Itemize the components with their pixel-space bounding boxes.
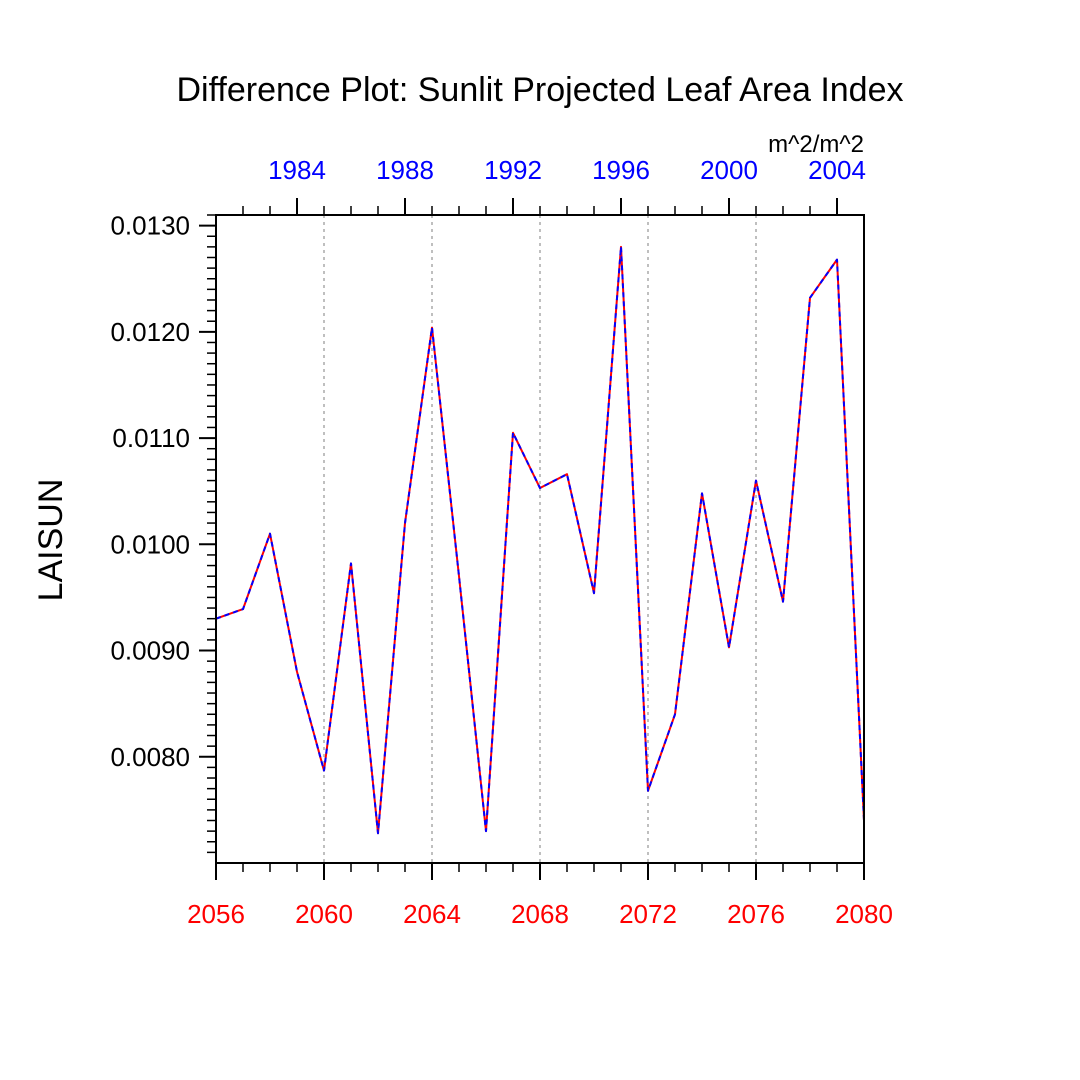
x-top-tick-label: 1988 [376,155,434,185]
axis-ticks [199,198,865,880]
y-tick-label: 0.0080 [110,742,190,772]
x-top-tick-label: 1992 [484,155,542,185]
x-bottom-tick-label: 2072 [619,899,677,929]
x-top-tick-label: 2004 [808,155,866,185]
y-axis-label: LAISUN [32,479,70,602]
chart-title: Difference Plot: Sunlit Projected Leaf A… [176,71,903,109]
x-top-tick-label: 1984 [268,155,326,185]
x-bottom-tick-label: 2080 [835,899,893,929]
units-label: m^2/m^2 [768,131,864,158]
x-top-tick-label: 1996 [592,155,650,185]
x-bottom-tick-label: 2060 [295,899,353,929]
y-tick-label: 0.0130 [110,211,190,241]
x-bottom-tick-label: 2064 [403,899,461,929]
y-tick-label: 0.0090 [110,636,190,666]
series-line-blue [215,245,865,835]
x-bottom-tick-label: 2076 [727,899,785,929]
tick-labels: 2056 2060 2064 2068 2072 2076 2080 1984 1988 1992… [110,155,892,929]
grid-lines [323,215,757,863]
x-bottom-tick-label: 2056 [187,899,245,929]
y-tick-label: 0.0120 [110,317,190,347]
y-tick-label: 0.0100 [110,529,190,559]
series-lines [215,245,865,835]
x-bottom-tick-label: 2068 [511,899,569,929]
y-tick-label: 0.0110 [112,423,190,453]
x-top-tick-label: 2000 [700,155,758,185]
